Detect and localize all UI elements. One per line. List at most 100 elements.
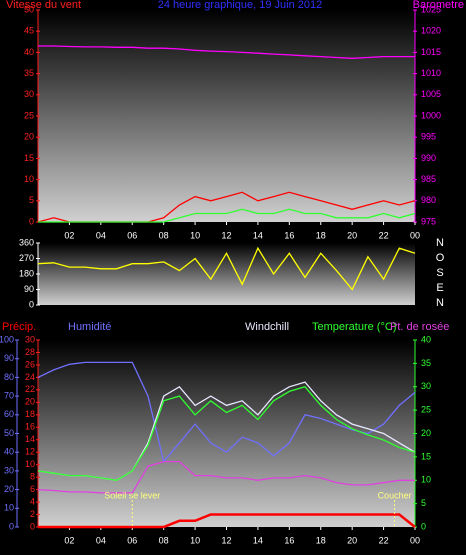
y-tick-label: 10: [421, 475, 431, 485]
series-line: [38, 45, 415, 59]
y2-axis-label: Barometre: [413, 0, 464, 11]
y-tick-label: 26: [25, 359, 35, 369]
y-tick-label: 0: [30, 521, 35, 531]
y-tick-label: 22: [25, 384, 35, 394]
x-tick-label: 12: [221, 230, 231, 240]
y-tick-label: 15: [421, 451, 431, 461]
y-tick-label: 0: [29, 216, 34, 226]
direction-label: N: [436, 297, 444, 309]
x-tick-label: 18: [316, 230, 326, 240]
x-tick-label: 22: [379, 230, 389, 240]
y-tick-label: 975: [421, 216, 436, 226]
y-tick-label: 6: [30, 484, 35, 494]
y-tick-label: 90: [24, 284, 34, 294]
y-tick-label: 24: [25, 372, 35, 382]
y-tick-label: 1010: [421, 68, 441, 78]
series-line: [38, 208, 416, 223]
x-tick-label: 08: [159, 535, 169, 545]
direction-label: E: [436, 282, 443, 294]
y-tick-label: 18: [25, 409, 35, 419]
y-tick-label: 180: [19, 268, 34, 278]
y-tick-label: 80: [4, 372, 14, 382]
x-tick-label: 06: [127, 535, 137, 545]
direction-label: O: [436, 252, 445, 264]
x-tick-label: 12: [221, 535, 231, 545]
chart-title: 24 heure graphique, 19 Juin 2012: [158, 0, 323, 11]
series-line: [37, 246, 416, 291]
series-line: [37, 386, 416, 481]
x-tick-label: 10: [190, 535, 200, 545]
x-tick-label: 20: [347, 230, 357, 240]
y-tick-label: 30: [25, 334, 35, 344]
y-tick-label: 0: [421, 521, 426, 531]
legend-label: Pt. de rosée: [390, 321, 449, 333]
y-tick-label: 4: [30, 496, 35, 506]
legend-label: Temperature (°C): [312, 321, 396, 333]
legend-label: Windchill: [245, 321, 289, 333]
y-tick-label: 985: [421, 174, 436, 184]
y-tick-label: 25: [421, 405, 431, 415]
y-tick-label: 60: [4, 409, 14, 419]
y-tick-label: 10: [25, 459, 35, 469]
series-line: [38, 513, 416, 529]
y-tick-label: 10: [4, 503, 14, 513]
y-tick-label: 1000: [421, 110, 441, 120]
y-tick-label: 5: [421, 498, 426, 508]
x-tick-label: 04: [96, 230, 106, 240]
direction-label: S: [436, 267, 443, 279]
y-tick-label: 20: [25, 397, 35, 407]
y-tick-label: 50: [24, 4, 34, 14]
x-tick-label: 08: [159, 230, 169, 240]
y-tick-label: 25: [24, 110, 34, 120]
legend-label: Humidité: [68, 321, 111, 333]
annotation-label: Soleil se lever: [104, 490, 160, 500]
y-tick-label: 20: [421, 428, 431, 438]
x-tick-label: 16: [284, 535, 294, 545]
y-tick-label: 5: [29, 195, 34, 205]
x-tick-label: 06: [127, 230, 137, 240]
y-tick-label: 14: [25, 434, 35, 444]
y-tick-label: 30: [421, 381, 431, 391]
x-tick-label: 14: [253, 535, 263, 545]
y-tick-label: 20: [24, 132, 34, 142]
y-tick-label: 20: [4, 484, 14, 494]
y-tick-label: 12: [25, 447, 35, 457]
plot-area: [38, 340, 415, 527]
y-axis-label: Vitesse du vent: [6, 0, 81, 11]
y-tick-label: 2: [30, 509, 35, 519]
series-line: [37, 361, 416, 464]
y-tick-label: 50: [4, 428, 14, 438]
x-tick-label: 02: [64, 535, 74, 545]
y-tick-label: 45: [24, 26, 34, 36]
y-tick-label: 0: [9, 521, 14, 531]
y-tick-label: 40: [421, 334, 431, 344]
x-tick-label: 02: [64, 230, 74, 240]
direction-label: N: [436, 237, 444, 249]
y-tick-label: 100: [0, 334, 14, 344]
y-tick-label: 30: [24, 89, 34, 99]
y-tick-label: 270: [19, 253, 34, 263]
x-tick-label: 18: [316, 535, 326, 545]
y-tick-label: 1020: [421, 26, 441, 36]
y-tick-label: 90: [4, 353, 14, 363]
y-tick-label: 360: [19, 237, 34, 247]
x-tick-label: 00: [410, 230, 420, 240]
y-tick-label: 35: [421, 358, 431, 368]
plot-area: [38, 10, 415, 222]
y-tick-label: 16: [25, 422, 35, 432]
y-tick-label: 990: [421, 153, 436, 163]
y-tick-label: 0: [29, 299, 34, 309]
y-tick-label: 15: [24, 153, 34, 163]
x-tick-label: 00: [410, 535, 420, 545]
series-line: [37, 460, 415, 494]
x-tick-label: 20: [347, 535, 357, 545]
y-tick-label: 10: [24, 174, 34, 184]
x-tick-label: 22: [379, 535, 389, 545]
y-tick-label: 30: [4, 465, 14, 475]
y-tick-label: 980: [421, 195, 436, 205]
x-tick-label: 16: [284, 230, 294, 240]
y-tick-label: 70: [4, 390, 14, 400]
y-tick-label: 8: [30, 472, 35, 482]
annotation-label: Coucher: [378, 490, 412, 500]
